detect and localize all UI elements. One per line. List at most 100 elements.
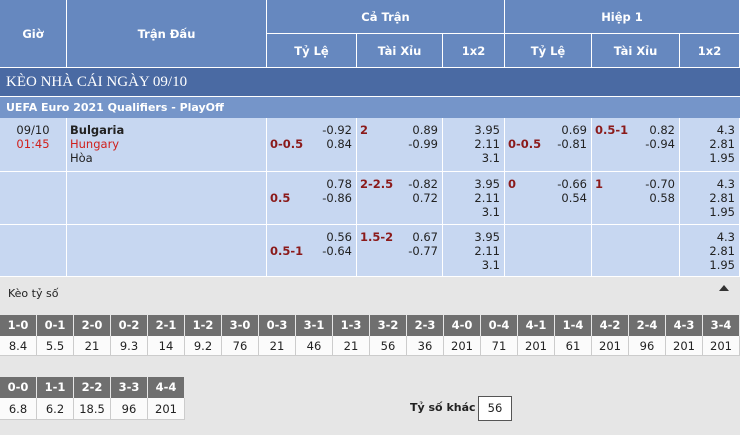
odds-value: 0.58 (649, 191, 675, 205)
match-time: 01:45 (16, 137, 50, 151)
score-odds: 201 (592, 336, 629, 356)
score-odds: 201 (444, 336, 481, 356)
header-sub: Tài Xỉu (592, 34, 680, 68)
odds-cell: 0.5-1 0.56 -0.64 (267, 225, 357, 277)
odds-value: -0.64 (322, 244, 352, 258)
draw-score-label: 1-1 (37, 377, 74, 398)
draw-score-label: 3-3 (111, 377, 148, 398)
score-odds: 9.3 (111, 336, 148, 356)
score-odds: 76 (222, 336, 259, 356)
odds-cell: 2 0.89 -0.99 (357, 118, 443, 172)
draw-score-odds: 6.2 (37, 398, 74, 420)
draw-score-odds: 6.8 (0, 398, 37, 420)
score-odds: 46 (296, 336, 333, 356)
score-title: Kèo tỷ số (8, 287, 59, 300)
odds-value: 0.69 (561, 123, 587, 137)
handicap-line: 0-0.5 (270, 137, 304, 151)
odds-1x2: 2.11 (474, 244, 500, 258)
header-match: Trận Đấu (67, 0, 267, 68)
other-score-odds: 56 (478, 396, 512, 421)
score-odds: 36 (407, 336, 444, 356)
home-team: Bulgaria (70, 123, 125, 137)
score-odds: 21 (259, 336, 296, 356)
odds-value: -0.92 (322, 123, 352, 137)
odds-value: 0.56 (326, 230, 352, 244)
score-label: 3-2 (370, 315, 407, 336)
odds-1x2: 2.11 (474, 137, 500, 151)
header-sub: 1x2 (443, 34, 505, 68)
score-label: 3-4 (703, 315, 740, 336)
odds-1x2: 4.3 (716, 230, 735, 244)
odds-cell: 3.95 2.11 3.1 (443, 225, 505, 277)
score-label: 4-3 (666, 315, 703, 336)
odds-cell: 3.95 2.11 3.1 (443, 118, 505, 172)
collapse-toggle[interactable] (719, 285, 729, 291)
odds-value: 0.78 (326, 177, 352, 191)
odds-cell (505, 225, 592, 277)
odds-1x2: 3.1 (481, 151, 500, 165)
score-label: 4-2 (592, 315, 629, 336)
teams-cell (67, 225, 267, 277)
score-label: 2-3 (407, 315, 444, 336)
draw-score-label: 0-0 (0, 377, 37, 398)
handicap-line: 0.5 (270, 191, 291, 205)
away-team: Hungary (70, 137, 120, 151)
odds-value: -0.70 (645, 177, 675, 191)
odds-cell: 0.5-1 0.82 -0.94 (592, 118, 680, 172)
score-label: 0-4 (481, 315, 518, 336)
score-label: 4-0 (444, 315, 481, 336)
score-label: 0-3 (259, 315, 296, 336)
score-odds: 56 (370, 336, 407, 356)
score-label: 3-1 (296, 315, 333, 336)
odds-1x2: 1.95 (709, 205, 735, 219)
odds-1x2: 1.95 (709, 258, 735, 272)
draw-score-odds: 201 (148, 398, 185, 420)
score-odds: 9.2 (185, 336, 222, 356)
score-odds: 61 (555, 336, 592, 356)
odds-value: -0.82 (408, 177, 438, 191)
odds-value: -0.86 (322, 191, 352, 205)
score-odds: 201 (518, 336, 555, 356)
score-odds: 21 (333, 336, 370, 356)
odds-1x2: 2.81 (709, 244, 735, 258)
header-sub: Tỷ Lệ (505, 34, 592, 68)
score-label: 3-0 (222, 315, 259, 336)
odds-value: -0.99 (408, 137, 438, 151)
odds-1x2: 4.3 (716, 177, 735, 191)
odds-value: -0.77 (408, 244, 438, 258)
score-label: 1-2 (185, 315, 222, 336)
odds-cell: 0.5 0.78 -0.86 (267, 172, 357, 225)
score-odds: 201 (666, 336, 703, 356)
odds-1x2: 2.81 (709, 191, 735, 205)
score-odds: 21 (74, 336, 111, 356)
draw-score-label: 4-4 (148, 377, 185, 398)
score-label: 1-0 (0, 315, 37, 336)
handicap-line: 1.5-2 (360, 230, 394, 244)
draw-score-odds: 96 (111, 398, 148, 420)
match-date: 09/10 (16, 123, 50, 137)
score-odds: 71 (481, 336, 518, 356)
time-cell (0, 172, 67, 225)
teams-cell: Bulgaria Hungary Hòa (67, 118, 267, 172)
teams-cell (67, 172, 267, 225)
odds-value: 0.72 (412, 191, 438, 205)
odds-1x2: 3.95 (474, 230, 500, 244)
other-score-label: Tỷ số khác (410, 401, 476, 414)
handicap-line: 0 (508, 177, 517, 191)
score-odds: 5.5 (37, 336, 74, 356)
handicap-line: 0-0.5 (508, 137, 542, 151)
score-odds: 14 (148, 336, 185, 356)
score-label: 2-1 (148, 315, 185, 336)
odds-cell: 3.95 2.11 3.1 (443, 172, 505, 225)
odds-value: 0.67 (412, 230, 438, 244)
odds-value: -0.66 (557, 177, 587, 191)
score-odds: 8.4 (0, 336, 37, 356)
odds-1x2: 2.81 (709, 137, 735, 151)
odds-cell: 0-0.5 -0.92 0.84 (267, 118, 357, 172)
score-label: 2-4 (629, 315, 666, 336)
handicap-line: 0.5-1 (595, 123, 629, 137)
header-half: Hiệp 1 (505, 0, 740, 34)
day-title: KÈO NHÀ CÁI NGÀY 09/10 (0, 68, 740, 97)
handicap-line: 1 (595, 177, 604, 191)
